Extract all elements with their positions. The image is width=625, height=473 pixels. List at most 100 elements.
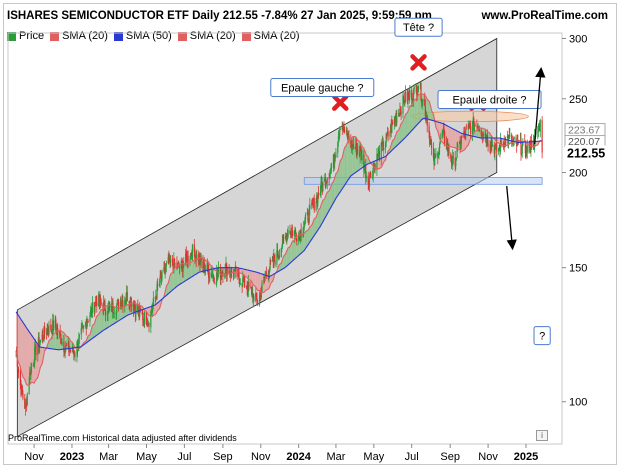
crossover-segment	[260, 273, 261, 293]
crossover-segment	[279, 263, 282, 271]
candle-body	[350, 140, 353, 148]
annotation-text: Epaule droite ?	[453, 94, 527, 106]
candle-body	[339, 129, 341, 137]
candle-body	[281, 246, 283, 249]
candle-body	[530, 140, 533, 150]
crossover-segment	[98, 313, 100, 334]
crossover-segment	[291, 242, 292, 263]
candle-body	[378, 150, 380, 153]
candle-body	[363, 154, 365, 171]
candle-body	[304, 220, 306, 225]
candle-body	[21, 385, 23, 395]
candle-body	[276, 249, 278, 265]
candle-body	[56, 328, 58, 333]
candle-body	[250, 286, 252, 288]
crossover-segment	[55, 331, 57, 350]
crossover-segment	[292, 240, 295, 262]
crossover-segment	[318, 207, 321, 230]
candle-body	[513, 137, 515, 140]
x-tick-label: May	[136, 451, 157, 463]
candle-body	[320, 181, 322, 193]
candle-body	[326, 182, 328, 183]
candle-body	[457, 144, 459, 149]
candle-body	[404, 102, 406, 104]
info-icon[interactable]: i	[536, 430, 548, 441]
candle-body	[373, 163, 376, 167]
candle-body	[156, 284, 158, 299]
candle-body	[430, 140, 432, 144]
y-tick-label: 100	[569, 397, 587, 409]
crossover-segment	[257, 272, 258, 291]
crossover-segment	[255, 271, 257, 289]
candle-body	[226, 268, 228, 276]
candle-body	[47, 329, 49, 333]
candle-body	[326, 178, 328, 183]
candle-body	[26, 394, 28, 406]
x-tick-label: Sep	[213, 451, 233, 463]
candle-body	[98, 294, 100, 307]
candle-body	[382, 140, 384, 151]
candle-body	[159, 275, 161, 283]
candle-body	[367, 175, 369, 185]
candle-body	[50, 329, 53, 331]
candle-body	[342, 128, 344, 132]
crossover-segment	[416, 97, 417, 126]
candle-body	[256, 298, 258, 305]
crossover-segment	[335, 171, 338, 199]
candle-body	[113, 312, 115, 314]
crossover-segment	[396, 130, 399, 146]
candle-body	[89, 315, 91, 322]
crossover-segment	[339, 160, 341, 193]
candle-body	[529, 140, 531, 145]
candle-body	[135, 304, 137, 316]
candle-body	[164, 270, 166, 273]
candle-body	[447, 143, 449, 152]
candle-body	[307, 211, 309, 222]
brand-link[interactable]: www.ProRealTime.com	[481, 10, 608, 22]
candle-body	[190, 253, 192, 256]
candle-body	[524, 142, 526, 154]
candle-body	[219, 267, 222, 279]
crossover-segment	[168, 280, 169, 294]
crossover-segment	[412, 103, 413, 130]
crossover-segment	[126, 304, 127, 317]
candle-body	[228, 268, 230, 274]
crossover-segment	[337, 168, 339, 196]
crossover-segment	[157, 301, 160, 311]
crossover-segment	[169, 275, 171, 293]
crossover-segment	[399, 125, 401, 143]
candle-body	[98, 294, 100, 303]
candle-body	[221, 272, 223, 276]
crossover-segment	[325, 194, 326, 218]
x-tick-label: May	[363, 451, 384, 463]
candle-body	[122, 300, 124, 307]
crossover-segment	[403, 117, 405, 140]
candle-body	[71, 346, 74, 352]
candle-body	[434, 154, 436, 166]
candle-body	[178, 266, 181, 269]
candle-body	[237, 270, 239, 278]
candle-body	[181, 262, 184, 272]
candle-body	[39, 342, 41, 348]
candle-body	[87, 320, 89, 322]
candle-body	[191, 255, 193, 260]
candle-body	[69, 350, 71, 352]
crossover-segment	[120, 307, 122, 320]
candle-body	[139, 308, 141, 317]
candle-body	[142, 314, 144, 321]
candle-body	[315, 201, 317, 211]
candle-body	[486, 135, 489, 144]
candle-body	[450, 158, 453, 163]
candle-body	[321, 181, 323, 186]
candle-body	[82, 326, 84, 327]
candle-body	[491, 144, 494, 147]
crossover-segment	[16, 311, 17, 354]
candle-body	[96, 302, 98, 307]
candle-body	[95, 301, 97, 303]
candle-body	[170, 259, 172, 262]
candle-body	[433, 157, 435, 166]
candle-body	[520, 139, 522, 155]
x-tick-label: Jul	[177, 451, 191, 463]
crossover-segment	[404, 116, 405, 139]
